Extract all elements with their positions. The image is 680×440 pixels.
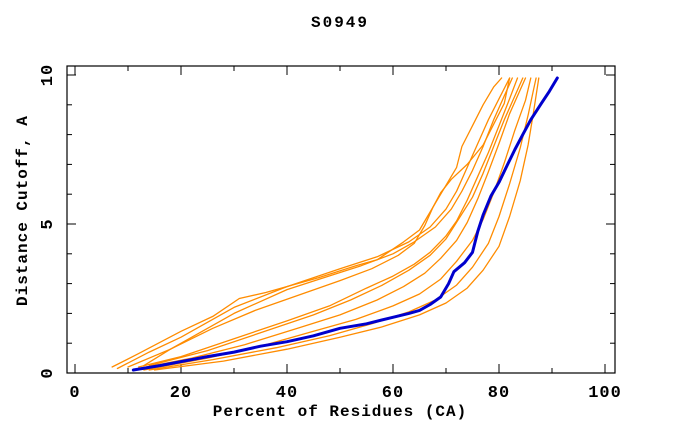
series-model-7 [143,77,532,371]
series-model-5 [148,77,524,367]
series-model-4 [137,77,519,368]
y-tick-label: 10 [39,64,58,86]
x-tick-label: 0 [69,384,80,403]
series-model-2 [116,77,511,370]
chart-title: S0949 [310,14,369,32]
x-tick-label: 80 [488,384,510,403]
x-tick-label: 20 [170,384,192,403]
x-tick-label: 60 [382,384,404,403]
y-tick-label: 5 [39,218,58,229]
x-axis-label: Percent of Residues (CA) [212,403,468,421]
x-tick-label: 40 [276,384,298,403]
series-highlighted-model [131,76,559,372]
plot-border [66,65,616,374]
series-model-10 [127,77,511,368]
y-tick-label: 0 [39,367,58,378]
series-model-6 [137,77,527,370]
series-model-9 [153,77,540,371]
series-model-8 [148,77,537,371]
x-tick-label: 100 [588,384,622,403]
series-model-1 [111,77,503,368]
